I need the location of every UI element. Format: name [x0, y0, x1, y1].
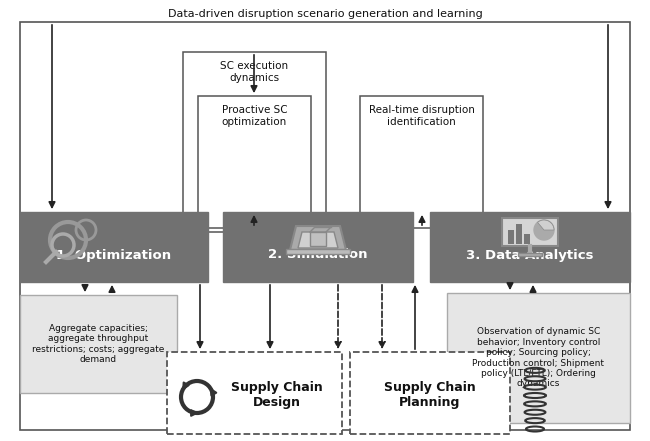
Polygon shape	[290, 226, 346, 250]
Bar	[502, 218, 558, 246]
Bar	[430, 212, 630, 282]
Bar	[350, 352, 510, 434]
Text: Aggregate capacities;
aggregate throughput
restrictions; costs; aggregate
demand: Aggregate capacities; aggregate throughp…	[32, 324, 164, 364]
Wedge shape	[538, 220, 554, 230]
Text: 3. Data Analytics: 3. Data Analytics	[466, 248, 593, 262]
Text: 2. Simulation: 2. Simulation	[268, 248, 368, 262]
Circle shape	[534, 220, 554, 240]
Text: 1. Optimization: 1. Optimization	[57, 248, 172, 262]
Bar	[20, 212, 208, 282]
Bar	[447, 293, 630, 423]
Bar	[524, 234, 530, 244]
Bar	[167, 352, 342, 434]
Bar	[310, 232, 326, 246]
Bar	[518, 253, 542, 256]
Bar	[516, 224, 522, 244]
Bar	[286, 249, 350, 254]
Bar	[508, 230, 514, 244]
Bar	[223, 212, 413, 282]
Text: Data-driven disruption scenario generation and learning: Data-driven disruption scenario generati…	[168, 9, 482, 19]
Bar	[183, 52, 326, 232]
Polygon shape	[298, 232, 338, 248]
Bar	[20, 295, 177, 393]
Bar	[360, 96, 483, 228]
Text: Supply Chain
Design: Supply Chain Design	[231, 381, 322, 409]
Text: SC execution
dynamics: SC execution dynamics	[220, 61, 289, 83]
Text: Supply Chain
Planning: Supply Chain Planning	[384, 381, 476, 409]
Text: Real-time disruption
identification: Real-time disruption identification	[369, 105, 474, 127]
Bar	[198, 96, 311, 228]
Text: Proactive SC
optimization: Proactive SC optimization	[222, 105, 287, 127]
Text: Observation of dynamic SC
behavior; Inventory control
policy; Sourcing policy;
P: Observation of dynamic SC behavior; Inve…	[473, 328, 604, 389]
